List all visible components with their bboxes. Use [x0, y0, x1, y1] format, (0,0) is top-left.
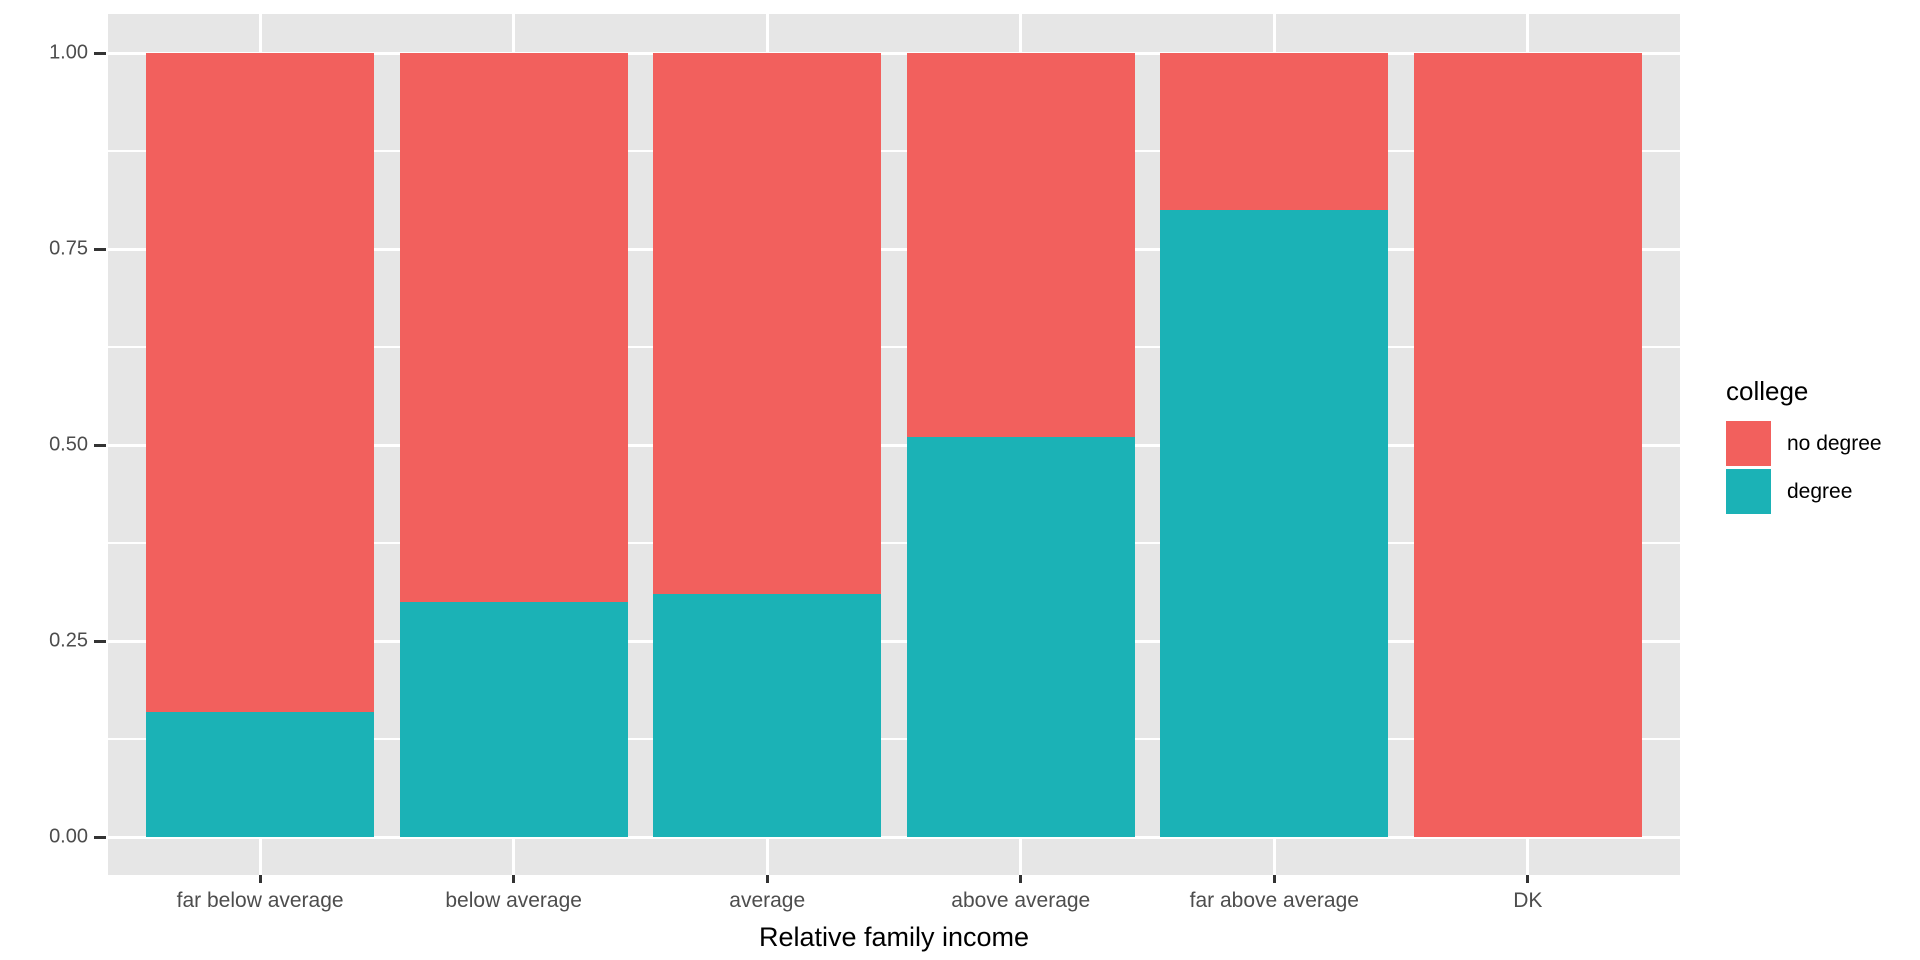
bar-segment-no-degree	[399, 53, 628, 602]
major-gridline	[108, 835, 1680, 839]
y-tick-label: 0.50	[49, 433, 88, 456]
bar-far-below-average	[146, 14, 375, 875]
y-tick-label: 1.00	[49, 41, 88, 64]
legend: college no degree degree	[1726, 376, 1882, 517]
minor-gridline	[108, 346, 1680, 348]
minor-gridline	[108, 150, 1680, 152]
bar-average	[653, 14, 882, 875]
x-axis-title: Relative family income	[758, 922, 1030, 952]
bar-segment-no-degree	[653, 53, 882, 594]
x-tick-label: average	[729, 889, 806, 912]
major-gridline	[108, 443, 1680, 447]
bar-below-average	[399, 14, 628, 875]
y-tick-mark	[94, 51, 106, 55]
y-tick-mark	[94, 247, 106, 251]
bar-segment-degree	[146, 711, 375, 837]
legend-swatch-no-degree	[1726, 421, 1771, 466]
minor-gridline	[108, 542, 1680, 544]
bar-segment-no-degree	[146, 53, 375, 712]
bar-DK	[1413, 14, 1642, 875]
bar-segment-degree	[1160, 209, 1389, 837]
x-tick-mark	[765, 875, 769, 883]
y-tick-mark	[94, 639, 106, 643]
y-tick-label: 0.25	[49, 629, 88, 652]
plot-panel	[108, 14, 1680, 875]
y-tick-mark	[94, 835, 106, 839]
bar-segment-no-degree	[906, 53, 1135, 438]
legend-entry: degree	[1726, 469, 1882, 514]
x-tick-label: far below average	[176, 889, 344, 912]
x-tick-label: below average	[445, 889, 582, 912]
x-tick-mark	[1526, 875, 1530, 883]
x-tick-mark	[1272, 875, 1276, 883]
bar-segment-degree	[906, 437, 1135, 837]
y-tick-label: 0.75	[49, 237, 88, 260]
bar-segment-degree	[399, 601, 628, 837]
bar-segment-degree	[653, 593, 882, 837]
x-tick-mark	[1019, 875, 1023, 883]
major-gridline	[108, 247, 1680, 251]
minor-gridline	[108, 738, 1680, 740]
x-tick-mark	[512, 875, 516, 883]
y-tick-mark	[94, 443, 106, 447]
x-tick-label: above average	[951, 889, 1091, 912]
legend-entries: no degree degree	[1726, 421, 1882, 514]
bar-far-above-average	[1160, 14, 1389, 875]
bar-segment-no-degree	[1413, 53, 1642, 837]
legend-entry: no degree	[1726, 421, 1882, 466]
bar-above-average	[906, 14, 1135, 875]
x-tick-label: DK	[1513, 889, 1543, 912]
x-tick-mark	[258, 875, 262, 883]
bar-segment-no-degree	[1160, 53, 1389, 210]
x-tick-label: far above average	[1189, 889, 1359, 912]
legend-title: college	[1726, 376, 1809, 406]
legend-entry-label: no degree	[1787, 431, 1882, 455]
major-gridline	[108, 51, 1680, 55]
legend-swatch-degree	[1726, 469, 1771, 514]
y-tick-label: 0.00	[49, 825, 88, 848]
legend-entry-label: degree	[1787, 479, 1853, 503]
major-gridline	[108, 639, 1680, 643]
